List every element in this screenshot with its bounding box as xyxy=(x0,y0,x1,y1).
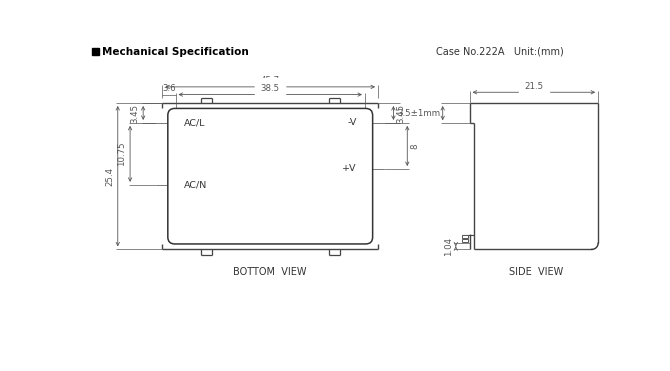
Text: 1.04: 1.04 xyxy=(444,237,454,256)
FancyBboxPatch shape xyxy=(168,108,373,244)
Text: 8: 8 xyxy=(410,143,419,149)
Text: BOTTOM  VIEW: BOTTOM VIEW xyxy=(233,267,307,277)
Text: AC/L: AC/L xyxy=(184,118,206,127)
Bar xyxy=(462,239,468,242)
Text: AC/N: AC/N xyxy=(184,180,207,189)
Text: 3.45: 3.45 xyxy=(397,104,405,122)
Text: Case No.222A   Unit:(mm): Case No.222A Unit:(mm) xyxy=(436,47,563,57)
Text: 21.5: 21.5 xyxy=(525,82,543,91)
Text: 25.4: 25.4 xyxy=(105,167,114,186)
Text: 10.75: 10.75 xyxy=(117,142,126,166)
Text: 3.6: 3.6 xyxy=(162,84,176,93)
Text: +V: +V xyxy=(342,164,356,174)
Text: 45.7: 45.7 xyxy=(261,76,280,85)
Text: -V: -V xyxy=(347,118,356,127)
Text: 3.5±1mm: 3.5±1mm xyxy=(397,109,440,118)
Text: SIDE  VIEW: SIDE VIEW xyxy=(509,267,563,277)
Text: 38.5: 38.5 xyxy=(261,84,280,93)
Bar xyxy=(462,235,468,238)
Bar xyxy=(92,48,98,55)
Text: 3.45: 3.45 xyxy=(131,104,139,122)
Text: Mechanical Specification: Mechanical Specification xyxy=(102,47,249,57)
